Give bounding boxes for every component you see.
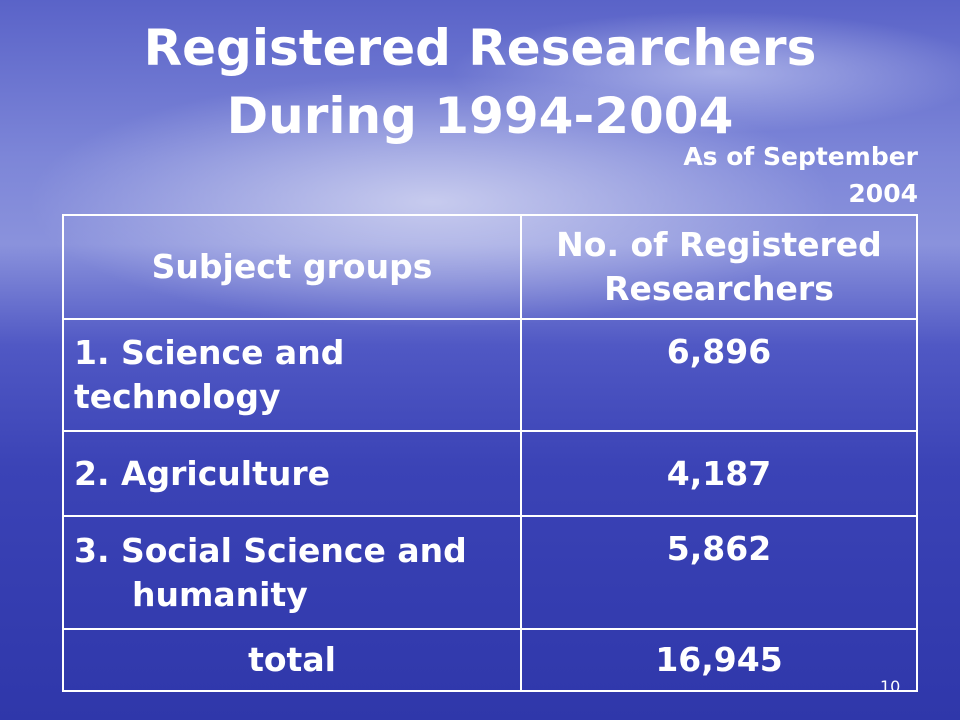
cell: 6,896	[520, 318, 918, 432]
cell: 5,862	[520, 515, 918, 630]
cell: 1. Science and technology	[62, 318, 522, 432]
title-line: During 1994-2004	[226, 87, 734, 145]
row: 1. Science and technology 6,896	[62, 318, 918, 432]
title: Registered Researchers During 1994-2004	[0, 14, 960, 150]
header-row: Subject groups No. of Registered Researc…	[62, 214, 918, 320]
page-number: 10	[880, 677, 901, 696]
header-cell: Subject groups	[62, 214, 522, 320]
cell: 4,187	[520, 430, 918, 517]
cell: 16,945	[520, 628, 918, 692]
row: 3. Social Science and humanity 5,862	[62, 515, 918, 630]
cell: 2. Agriculture	[62, 430, 522, 517]
table: Subject groups No. of Registered Researc…	[62, 214, 918, 692]
cell: total	[62, 628, 522, 692]
subtitle: As of September 2004	[683, 142, 918, 208]
total-row: total 16,945	[62, 628, 918, 692]
cell: 3. Social Science and humanity	[62, 515, 522, 630]
row: 2. Agriculture 4,187	[62, 430, 918, 517]
header-cell: No. of Registered Researchers	[520, 214, 918, 320]
title-line: Registered Researchers	[143, 19, 817, 77]
